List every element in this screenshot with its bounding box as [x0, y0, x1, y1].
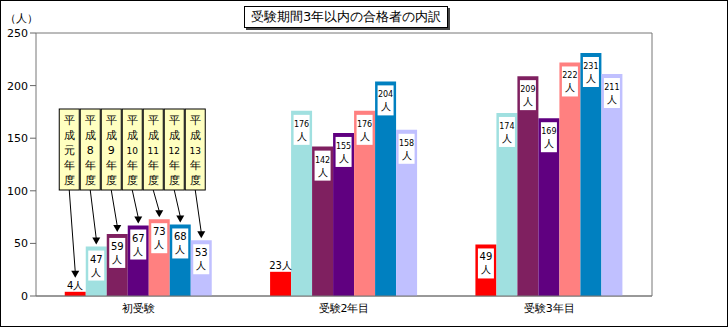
svg-text:平: 平 [85, 114, 96, 127]
svg-text:12: 12 [169, 146, 180, 156]
svg-text:155: 155 [336, 142, 351, 151]
svg-text:平: 平 [106, 114, 117, 127]
svg-text:50: 50 [14, 237, 28, 250]
svg-text:222: 222 [562, 71, 577, 80]
svg-text:174: 174 [499, 122, 514, 131]
svg-text:人: 人 [481, 264, 491, 275]
svg-text:176: 176 [357, 120, 372, 129]
svg-text:成: 成 [190, 129, 201, 142]
svg-text:人: 人 [154, 239, 164, 250]
svg-text:204: 204 [378, 90, 393, 99]
svg-text:人: 人 [339, 153, 349, 164]
svg-text:10: 10 [127, 146, 139, 156]
svg-text:人: 人 [196, 260, 206, 271]
svg-text:169: 169 [541, 127, 556, 136]
svg-text:年: 年 [169, 159, 180, 172]
svg-text:4人: 4人 [67, 280, 83, 291]
svg-text:150: 150 [8, 132, 28, 145]
svg-text:23人: 23人 [269, 260, 292, 271]
svg-text:受験2年目: 受験2年目 [319, 302, 370, 315]
svg-text:67: 67 [132, 233, 145, 244]
svg-text:231: 231 [583, 62, 598, 71]
svg-text:人: 人 [318, 167, 328, 178]
svg-text:人: 人 [297, 131, 307, 142]
svg-text:211: 211 [604, 83, 619, 92]
svg-text:年: 年 [148, 159, 159, 172]
svg-text:0: 0 [21, 290, 28, 303]
svg-text:11: 11 [148, 146, 159, 156]
svg-text:成: 成 [64, 129, 75, 142]
svg-text:人: 人 [175, 244, 185, 255]
svg-text:元: 元 [64, 144, 75, 157]
svg-text:176: 176 [294, 120, 309, 129]
svg-text:成: 成 [148, 129, 159, 142]
svg-text:度: 度 [64, 174, 75, 187]
svg-text:人: 人 [586, 73, 596, 84]
svg-text:8: 8 [87, 144, 94, 157]
svg-text:158: 158 [399, 139, 414, 148]
svg-text:9: 9 [108, 144, 115, 157]
svg-text:成: 成 [85, 129, 96, 142]
svg-text:68: 68 [174, 231, 187, 242]
svg-text:成: 成 [169, 129, 180, 142]
svg-text:年: 年 [64, 159, 75, 172]
html-text:（人）: （人） [5, 12, 38, 25]
svg-text:73: 73 [153, 226, 166, 237]
svg-text:49: 49 [480, 251, 493, 262]
svg-text:59: 59 [111, 241, 124, 252]
svg-text:成: 成 [106, 129, 117, 142]
svg-text:年: 年 [85, 159, 96, 172]
svg-text:209: 209 [520, 85, 535, 94]
svg-text:平: 平 [190, 114, 201, 127]
svg-text:人: 人 [565, 82, 575, 93]
svg-text:年: 年 [106, 159, 117, 172]
svg-text:13: 13 [190, 146, 201, 156]
svg-text:53: 53 [195, 247, 208, 258]
svg-text:度: 度 [85, 174, 96, 187]
svg-text:平: 平 [64, 114, 75, 127]
svg-text:人: 人 [523, 96, 533, 107]
svg-text:人: 人 [91, 267, 101, 278]
svg-text:人: 人 [402, 150, 412, 161]
svg-text:平: 平 [169, 114, 180, 127]
svg-text:142: 142 [315, 156, 330, 165]
svg-text:度: 度 [106, 174, 117, 187]
svg-text:人: 人 [133, 246, 143, 257]
svg-text:人: 人 [607, 94, 617, 105]
svg-text:100: 100 [8, 185, 28, 198]
svg-text:人: 人 [502, 133, 512, 144]
svg-text:人: 人 [544, 138, 554, 149]
svg-text:度: 度 [127, 174, 138, 187]
svg-text:年: 年 [190, 159, 201, 172]
svg-text:人: 人 [360, 131, 370, 142]
svg-text:度: 度 [169, 174, 180, 187]
svg-text:人: 人 [381, 101, 391, 112]
svg-text:成: 成 [127, 129, 138, 142]
svg-text:受験3年目: 受験3年目 [524, 302, 575, 315]
svg-text:度: 度 [148, 174, 159, 187]
svg-text:度: 度 [190, 174, 201, 187]
svg-text:平: 平 [148, 114, 159, 127]
svg-text:年: 年 [127, 159, 138, 172]
svg-text:250: 250 [8, 27, 28, 40]
svg-text:平: 平 [127, 114, 138, 127]
svg-text:200: 200 [8, 80, 28, 93]
svg-text:47: 47 [90, 254, 103, 265]
html-text:受験期間3年以内の合格者の内訳: 受験期間3年以内の合格者の内訳 [251, 9, 442, 24]
svg-text:初受験: 初受験 [122, 302, 155, 315]
svg-text:人: 人 [112, 254, 122, 265]
